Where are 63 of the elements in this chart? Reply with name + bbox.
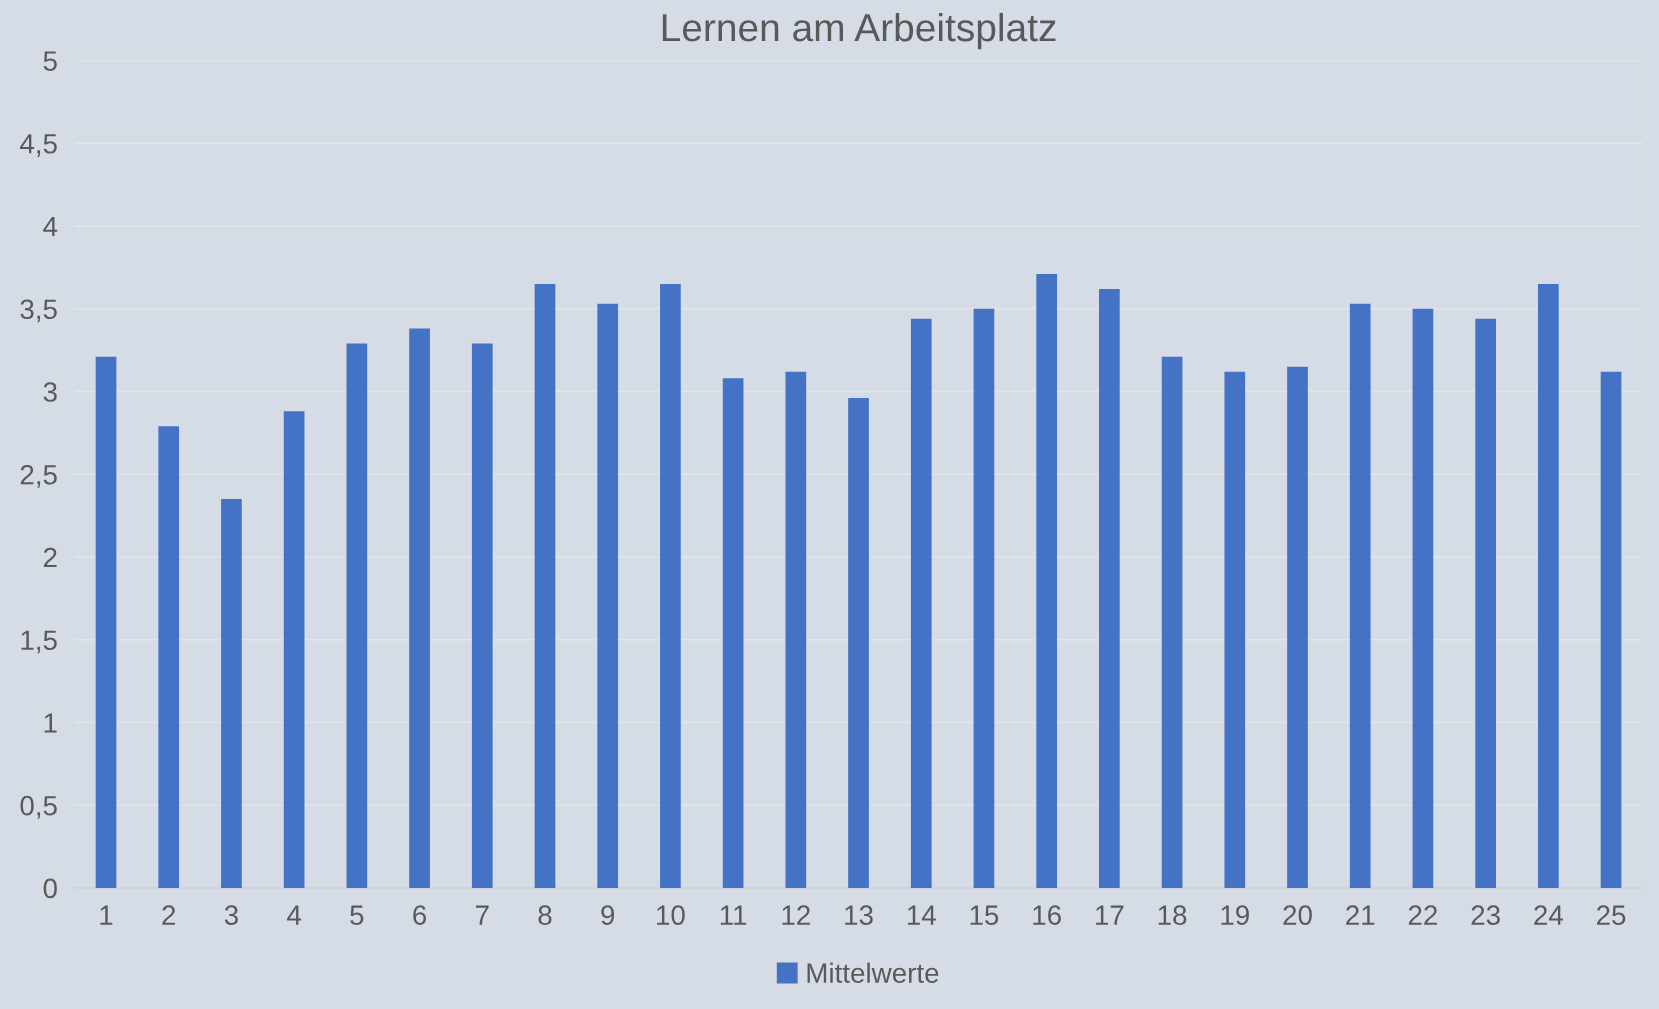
x-tick-label: 24 bbox=[1534, 905, 1563, 925]
x-tick-label: 12 bbox=[782, 905, 810, 925]
x-tick-label: 6 bbox=[413, 905, 427, 925]
x-tick-label: 2 bbox=[162, 905, 176, 925]
x-tick-label: 8 bbox=[538, 905, 552, 925]
bar bbox=[158, 426, 180, 888]
x-tick-label: 7 bbox=[475, 905, 489, 925]
y-tick-label: 2 bbox=[43, 547, 57, 568]
bar bbox=[283, 411, 305, 888]
bar bbox=[660, 283, 681, 888]
bar bbox=[1161, 356, 1183, 888]
bar bbox=[722, 378, 744, 888]
y-tick-label: 0,5 bbox=[20, 795, 57, 819]
x-tick-label: 19 bbox=[1221, 905, 1249, 925]
x-tick-label: 16 bbox=[1033, 905, 1061, 925]
bar bbox=[471, 343, 493, 888]
bar bbox=[848, 398, 869, 888]
x-tick-label: 23 bbox=[1471, 905, 1500, 925]
bar bbox=[1224, 371, 1246, 888]
legend-label: Mittelwerte bbox=[807, 962, 939, 983]
y-tick-label: 0 bbox=[43, 878, 57, 899]
bar bbox=[409, 328, 430, 888]
y-tick-label: 4 bbox=[43, 216, 58, 237]
y-tick-label: 5 bbox=[43, 51, 57, 71]
x-tick-label: 5 bbox=[350, 905, 364, 925]
bar bbox=[1036, 274, 1058, 888]
x-tick-label: 10 bbox=[657, 905, 685, 925]
x-tick-label: 17 bbox=[1096, 905, 1124, 925]
x-tick-label: 3 bbox=[224, 905, 238, 925]
bar bbox=[1287, 366, 1308, 888]
bar bbox=[95, 356, 117, 888]
x-tick-label: 22 bbox=[1408, 905, 1437, 925]
bar bbox=[1600, 371, 1622, 888]
x-tick-label: 25 bbox=[1597, 905, 1626, 925]
bar bbox=[221, 499, 242, 888]
bar bbox=[1099, 288, 1120, 888]
x-tick-label: 1 bbox=[100, 905, 113, 925]
y-tick-label: 1 bbox=[44, 713, 57, 733]
bar bbox=[1475, 318, 1496, 888]
bar bbox=[534, 283, 556, 888]
x-tick-label: 18 bbox=[1158, 905, 1187, 925]
x-tick-label: 11 bbox=[720, 905, 747, 925]
bar bbox=[1412, 308, 1434, 888]
y-tick-label: 3,5 bbox=[20, 299, 57, 323]
x-tick-label: 4 bbox=[287, 905, 302, 925]
bar bbox=[910, 318, 932, 888]
x-tick-label: 20 bbox=[1283, 905, 1312, 925]
x-tick-label: 9 bbox=[601, 905, 615, 925]
bar bbox=[973, 308, 995, 888]
x-tick-label: 13 bbox=[845, 905, 873, 925]
x-tick-label: 14 bbox=[907, 905, 936, 925]
bar bbox=[1349, 303, 1371, 888]
bar bbox=[1538, 283, 1559, 888]
bar bbox=[785, 371, 807, 888]
y-tick-label: 4,5 bbox=[20, 134, 57, 157]
chart-title: Lernen am Arbeitsplatz bbox=[662, 12, 1056, 50]
x-tick-label: 21 bbox=[1346, 905, 1375, 925]
y-tick-label: 2,5 bbox=[20, 464, 57, 488]
x-tick-label: 15 bbox=[970, 905, 999, 925]
bar bbox=[597, 303, 619, 888]
y-tick-label: 3 bbox=[43, 382, 57, 402]
bar bbox=[346, 343, 368, 888]
y-tick-label: 1,5 bbox=[21, 630, 57, 654]
